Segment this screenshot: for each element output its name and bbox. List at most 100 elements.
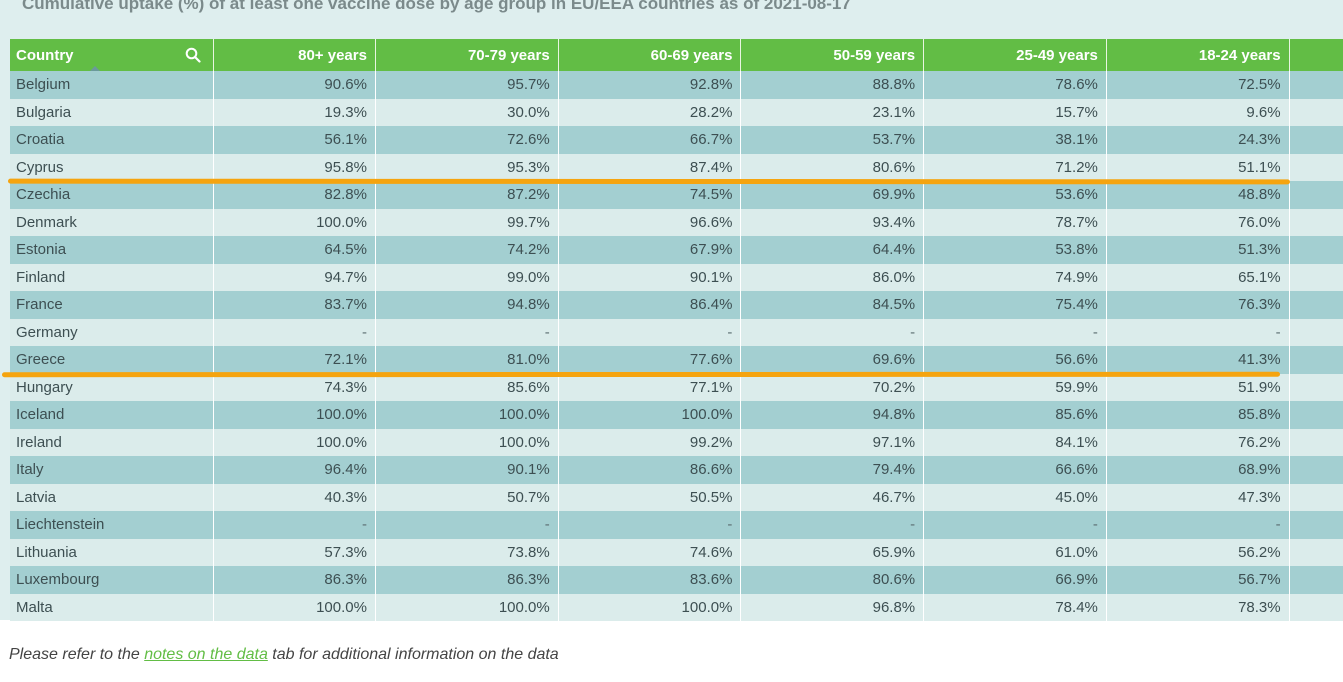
search-icon[interactable] [185,47,201,63]
empty-cell [1289,511,1343,539]
sort-ascending-icon [90,66,100,71]
uptake-value-cell: 56.7% [1106,566,1290,594]
uptake-value-cell: 86.3% [375,566,559,594]
empty-cell [1289,263,1343,291]
column-header-70-79[interactable]: 70-79 years [375,39,559,71]
uptake-value-cell: 90.1% [375,456,559,484]
uptake-value-cell: 46.7% [740,483,925,511]
uptake-value-cell: 80.6% [740,153,925,181]
country-cell: Latvia [10,483,214,511]
uptake-value-cell: 19.3% [213,98,376,126]
uptake-value-cell: 93.4% [740,208,925,236]
uptake-value-cell: 96.4% [213,456,376,484]
uptake-value-cell: 47.3% [1106,483,1290,511]
uptake-value-cell: - [558,511,742,539]
country-cell: Belgium [10,71,214,99]
empty-cell [1289,126,1343,154]
uptake-value-cell: 53.8% [923,236,1107,264]
country-cell: Ireland [10,428,214,456]
uptake-value-cell: 96.8% [740,593,925,621]
uptake-value-cell: 83.6% [558,566,742,594]
uptake-value-cell: 57.3% [213,538,376,566]
uptake-value-cell: 51.3% [1106,236,1290,264]
uptake-value-cell: 90.1% [558,263,742,291]
highlight-line-below-greece [1,371,1281,378]
uptake-value-cell: 99.0% [375,263,559,291]
table-row: Lithuania 57.3% 73.8% 74.6% 65.9% 61.0% 56.2% [10,538,1343,566]
uptake-value-cell: 100.0% [375,428,559,456]
uptake-value-cell: 64.5% [213,236,376,264]
country-cell: Iceland [10,401,214,429]
uptake-value-cell: 78.4% [923,593,1107,621]
empty-cell [1289,346,1343,374]
uptake-value-cell: - [213,318,376,346]
uptake-value-cell: 23.1% [740,98,925,126]
empty-cell [1289,373,1343,401]
uptake-value-cell: 73.8% [375,538,559,566]
uptake-value-cell: 56.2% [1106,538,1290,566]
uptake-value-cell: 69.6% [740,346,925,374]
empty-cell [1289,98,1343,126]
uptake-value-cell: - [1106,511,1290,539]
uptake-value-cell: 61.0% [923,538,1107,566]
country-cell: Liechtenstein [10,511,214,539]
uptake-value-cell: 85.6% [923,401,1107,429]
uptake-value-cell: 87.4% [558,153,742,181]
column-header-18-24[interactable]: 18-24 years [1106,39,1290,71]
uptake-value-cell: 94.8% [740,401,925,429]
empty-cell [1289,153,1343,181]
column-header-label: 25-49 years [1016,46,1098,64]
empty-cell [1289,456,1343,484]
table-row: Finland 94.7% 99.0% 90.1% 86.0% 74.9% 65.1% [10,263,1343,291]
uptake-value-cell: 100.0% [213,428,376,456]
uptake-value-cell: 80.6% [740,566,925,594]
uptake-value-cell: 72.6% [375,126,559,154]
uptake-value-cell: 28.2% [558,98,742,126]
uptake-value-cell: 67.9% [558,236,742,264]
table-row: Croatia 56.1% 72.6% 66.7% 53.7% 38.1% 24.3% [10,126,1343,154]
uptake-value-cell: 88.8% [740,71,925,99]
country-cell: Lithuania [10,538,214,566]
uptake-value-cell: 76.2% [1106,428,1290,456]
uptake-value-cell: - [375,318,559,346]
column-header-label: 60-69 years [650,46,733,64]
column-header-80plus[interactable]: 80+ years [213,39,376,71]
uptake-value-cell: 100.0% [213,401,376,429]
column-header-label: 18-24 years [1198,46,1281,64]
uptake-value-cell: 59.9% [923,373,1107,401]
empty-cell [1289,428,1343,456]
uptake-value-cell: 15.7% [923,98,1107,126]
table-row: Ireland 100.0% 100.0% 99.2% 97.1% 84.1% 76.2% [10,428,1343,456]
chart-title: Cumulative uptake (%) of at least one va… [22,0,851,13]
uptake-value-cell: 87.2% [375,181,559,209]
country-cell: Italy [10,456,214,484]
uptake-value-cell: 45.0% [923,483,1107,511]
column-header-60-69[interactable]: 60-69 years [558,39,742,71]
empty-cell [1289,401,1343,429]
uptake-value-cell: - [740,318,925,346]
uptake-value-cell: 100.0% [213,593,376,621]
uptake-value-cell: 56.1% [213,126,376,154]
column-header-country[interactable]: Country [10,39,214,71]
uptake-value-cell: 95.7% [375,71,559,99]
empty-cell [1289,236,1343,264]
uptake-value-cell: 51.1% [1106,153,1290,181]
table-row: Bulgaria 19.3% 30.0% 28.2% 23.1% 15.7% 9.6% [10,98,1343,126]
empty-cell [1289,181,1343,209]
uptake-value-cell: 24.3% [1106,126,1290,154]
uptake-value-cell: 74.2% [375,236,559,264]
country-cell: Hungary [10,373,214,401]
column-header-50-59[interactable]: 50-59 years [740,39,925,71]
table-row: Latvia 40.3% 50.7% 50.5% 46.7% 45.0% 47.3% [10,483,1343,511]
uptake-value-cell: 76.3% [1106,291,1290,319]
column-header-25-49[interactable]: 25-49 years [923,39,1107,71]
country-cell: France [10,291,214,319]
uptake-value-cell: - [213,511,376,539]
uptake-value-cell: 100.0% [213,208,376,236]
uptake-value-cell: 92.8% [558,71,742,99]
table-row: Italy 96.4% 90.1% 86.6% 79.4% 66.6% 68.9% [10,456,1343,484]
uptake-value-cell: 69.9% [740,181,925,209]
notes-on-the-data-link[interactable]: notes on the data [144,646,268,663]
uptake-value-cell: 9.6% [1106,98,1290,126]
uptake-value-cell: 78.3% [1106,593,1290,621]
